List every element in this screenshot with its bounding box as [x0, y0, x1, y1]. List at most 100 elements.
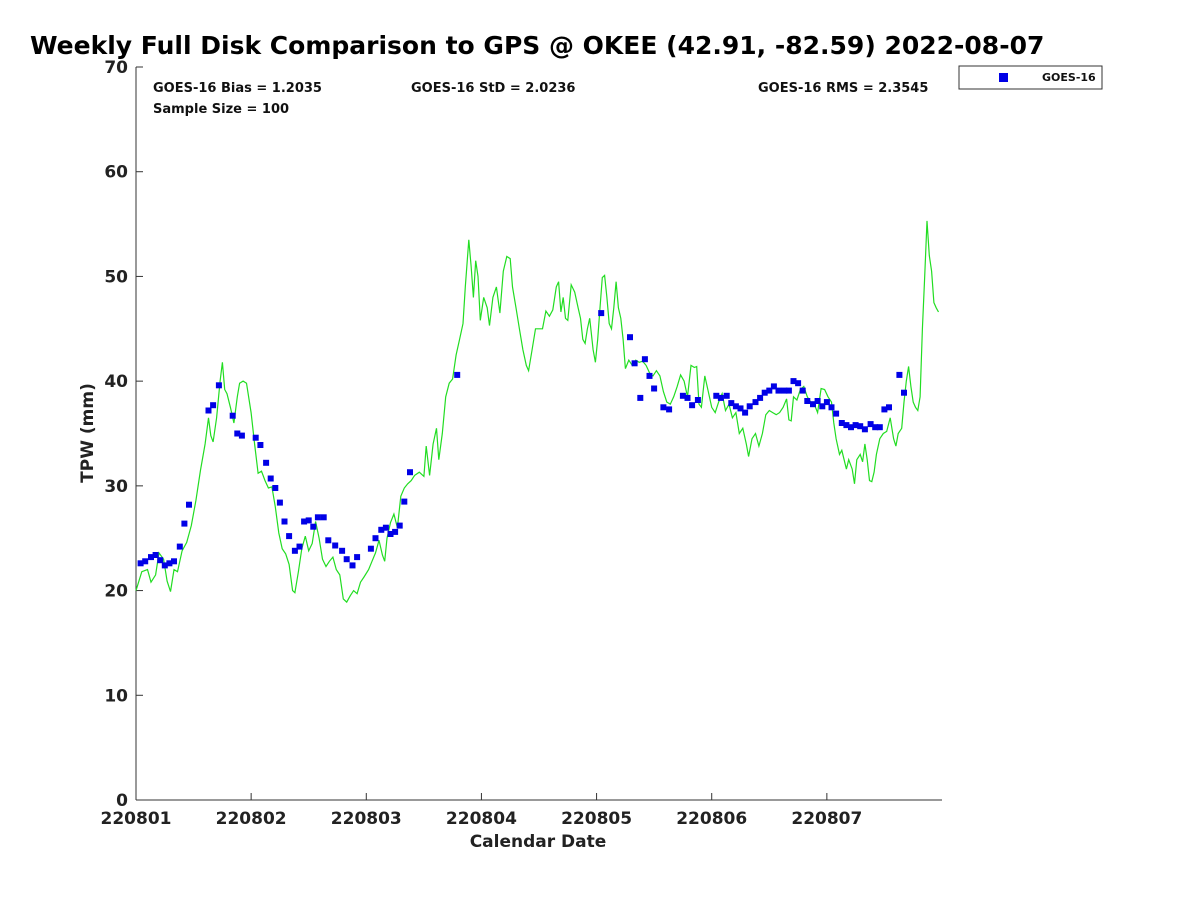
goes16-point — [790, 378, 797, 385]
y-tick-label: 50 — [104, 267, 128, 287]
goes16-point — [814, 398, 821, 404]
goes16-point — [392, 528, 399, 535]
goes16-point — [152, 552, 159, 558]
goes16-point — [372, 535, 379, 542]
goes16-point — [142, 558, 149, 565]
goes16-point — [746, 403, 753, 410]
goes16-point — [181, 520, 188, 527]
goes16-point — [343, 556, 350, 563]
y-axis-label: TPW (mm) — [78, 383, 98, 483]
goes16-point — [833, 410, 840, 417]
goes16-point — [881, 406, 888, 413]
goes16-point — [378, 526, 385, 533]
goes16-point — [838, 420, 845, 426]
y-tick-label: 70 — [104, 58, 128, 78]
goes16-point — [210, 402, 217, 409]
goes16-point — [742, 409, 749, 416]
goes16-point — [166, 560, 173, 567]
goes16-point — [314, 514, 321, 521]
goes16-point — [396, 522, 403, 529]
goes16-point — [354, 554, 361, 561]
goes16-point — [387, 531, 394, 537]
goes16-point — [320, 514, 327, 521]
y-tick-label: 60 — [104, 163, 128, 183]
goes16-point — [234, 430, 241, 437]
goes16-point — [651, 385, 658, 392]
goes16-point — [843, 422, 850, 429]
legend-box — [958, 65, 1103, 90]
goes16-point — [804, 398, 811, 404]
goes16-point — [861, 426, 868, 433]
goes16-point — [215, 382, 222, 389]
goes16-point — [286, 533, 293, 540]
goes16-point — [263, 459, 270, 466]
goes16-point — [732, 403, 739, 410]
goes16-point — [694, 397, 701, 403]
goes16-point — [766, 387, 773, 394]
goes16-point — [148, 554, 154, 561]
goes16-point — [848, 424, 854, 431]
plot-area — [136, 67, 942, 800]
goes16-point — [598, 310, 605, 317]
goes16-point — [872, 424, 879, 431]
goes16-point — [267, 475, 274, 482]
goes16-point — [876, 424, 883, 431]
goes16-point — [339, 547, 346, 554]
goes16-point — [407, 469, 413, 476]
goes16-point — [717, 394, 724, 401]
goes16-point — [631, 360, 638, 367]
goes16-point — [723, 392, 730, 399]
goes16-point — [176, 543, 183, 550]
goes16-point — [823, 399, 830, 406]
stat-std: GOES-16 StD = 2.0236 — [411, 81, 575, 96]
goes16-point — [238, 432, 245, 439]
goes16-point — [641, 356, 648, 363]
goes16-point — [332, 542, 339, 549]
goes16-point — [757, 394, 764, 401]
goes16-point — [737, 405, 744, 412]
goes16-point — [272, 485, 279, 491]
x-axis-label: Calendar Date — [470, 832, 607, 852]
goes16-point — [454, 371, 461, 378]
goes16-point — [291, 547, 298, 554]
goes16-point — [205, 407, 212, 414]
goes16-point — [281, 518, 288, 525]
goes16-point — [857, 423, 864, 430]
stat-sample-size: Sample Size = 100 — [153, 102, 289, 117]
goes16-point — [171, 558, 177, 565]
goes16-point — [852, 422, 859, 429]
x-tick-label: 220803 — [331, 809, 402, 829]
goes16-point — [349, 562, 356, 569]
goes16-point — [660, 404, 667, 411]
x-tick-label: 220807 — [791, 809, 862, 829]
chart-title: Weekly Full Disk Comparison to GPS @ OKE… — [30, 31, 1044, 60]
goes16-point — [382, 524, 389, 531]
goes16-point — [752, 399, 759, 406]
goes16-point — [679, 392, 686, 399]
goes16-point — [761, 389, 768, 396]
goes16-point — [229, 412, 236, 419]
legend-label-goes16: GOES-16 — [1042, 71, 1096, 84]
goes16-point — [666, 406, 673, 413]
goes16-point — [301, 518, 308, 525]
x-tick-label: 220806 — [676, 809, 747, 829]
goes16-point — [689, 402, 696, 409]
goes16-point — [728, 400, 735, 407]
goes16-point — [310, 523, 317, 530]
goes16-point — [627, 334, 633, 341]
stat-rms: GOES-16 RMS = 2.3545 — [758, 81, 928, 96]
x-tick-label: 220801 — [101, 809, 172, 829]
goes16-point — [785, 387, 792, 394]
legend-marker-goes16 — [999, 73, 1008, 82]
goes16-point — [186, 501, 192, 508]
x-tick-label: 220804 — [446, 809, 517, 829]
goes16-point — [252, 434, 259, 441]
goes16-point — [810, 401, 816, 408]
goes16-point — [819, 403, 826, 410]
goes16-point — [137, 560, 144, 567]
y-tick-label: 30 — [104, 477, 128, 497]
x-tick-label: 220805 — [561, 809, 632, 829]
goes16-point — [901, 389, 907, 396]
goes16-point — [296, 543, 303, 550]
legend: GOES-16 — [958, 65, 1103, 90]
